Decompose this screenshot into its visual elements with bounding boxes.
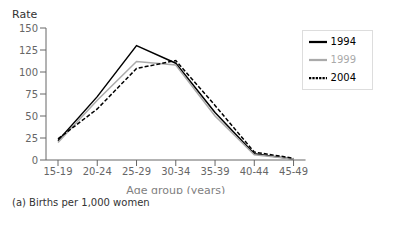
- svg-text:30-34: 30-34: [161, 166, 190, 177]
- svg-text:45-49: 45-49: [279, 166, 308, 177]
- svg-text:125: 125: [19, 45, 38, 56]
- svg-text:20-24: 20-24: [83, 166, 112, 177]
- svg-text:50: 50: [25, 111, 38, 122]
- html-text:1994: 1994: [330, 36, 356, 47]
- svg-text:40-44: 40-44: [240, 166, 269, 177]
- svg-text:100: 100: [19, 67, 38, 78]
- svg-text:75: 75: [25, 89, 38, 100]
- html-text:2004: 2004: [330, 72, 356, 83]
- html-text:1999: 1999: [330, 54, 356, 65]
- svg-text:Age group (years): Age group (years): [126, 184, 225, 194]
- svg-text:25: 25: [25, 133, 38, 144]
- html-text:Rate: Rate: [12, 8, 38, 21]
- svg-text:150: 150: [19, 23, 38, 34]
- svg-text:25-29: 25-29: [122, 166, 151, 177]
- html-text:(a) Births per 1,000 women: (a) Births per 1,000 women: [12, 197, 150, 208]
- svg-text:0: 0: [32, 155, 38, 166]
- svg-text:15-19: 15-19: [43, 166, 72, 177]
- svg-text:35-39: 35-39: [201, 166, 230, 177]
